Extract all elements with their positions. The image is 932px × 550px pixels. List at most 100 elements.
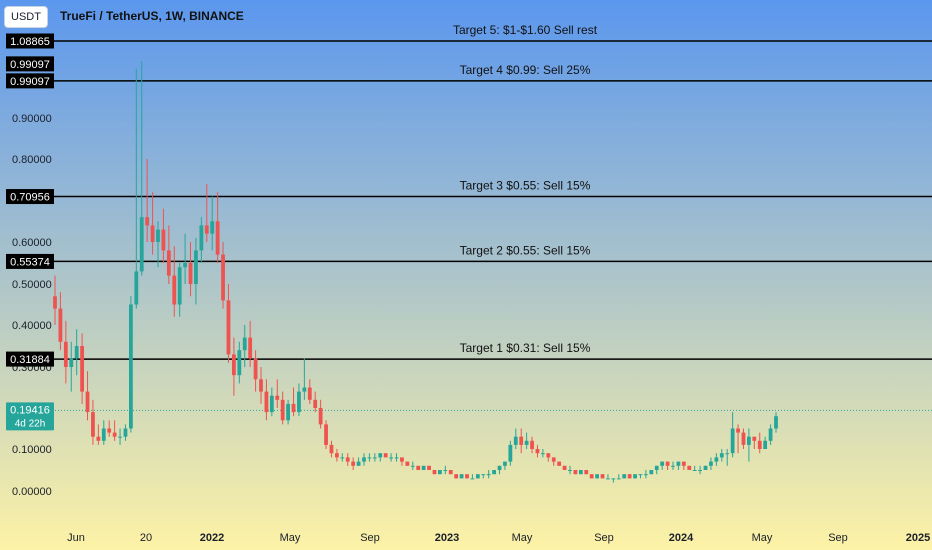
candle-body [194, 250, 198, 284]
y-tick-label: 0.90000 [12, 113, 52, 125]
candle-body [616, 478, 621, 480]
candle-body [383, 453, 388, 458]
candle-body [63, 341, 68, 367]
candle-body [58, 308, 63, 342]
candle-body [698, 470, 703, 471]
candle-body [421, 465, 426, 470]
candle-body [475, 474, 480, 479]
candle-body [334, 453, 339, 458]
target-annotation-2: Target 4 $0.99: Sell 25% [460, 63, 591, 77]
candle-body [573, 470, 578, 475]
candle-body [546, 453, 551, 458]
candle-body [459, 474, 464, 479]
candle-body [589, 474, 594, 479]
candle-body [389, 457, 394, 459]
candle-body [340, 457, 345, 459]
candle-body [231, 354, 236, 376]
candle-body [448, 470, 453, 475]
price-label-1 [6, 33, 54, 49]
candle-body [741, 432, 746, 445]
candle-body [269, 395, 274, 413]
candle-body [204, 225, 209, 234]
candle-body [161, 229, 166, 251]
chart-title: TrueFi / TetherUS, 1W, BINANCE [60, 9, 244, 23]
candle-body [248, 337, 253, 359]
candle-body [345, 457, 350, 462]
candle-body [313, 399, 318, 408]
current-price-text: 0.19416 [10, 404, 50, 416]
countdown-text: 4d 22h [15, 418, 46, 429]
y-tick-label: 0.00000 [12, 486, 52, 498]
candle-body [578, 470, 583, 475]
candle-body [725, 453, 730, 455]
candle-body [681, 461, 686, 466]
candle-body [454, 474, 459, 479]
x-tick-label: May [512, 532, 533, 544]
candle-body [74, 346, 79, 359]
candle-body [774, 416, 778, 429]
candle-body [253, 358, 258, 380]
candle-body [709, 461, 713, 466]
candle-body [302, 387, 307, 392]
candle-body [676, 461, 681, 466]
candle-body [557, 461, 562, 466]
candle-body [156, 229, 160, 242]
candle-body [145, 217, 150, 226]
y-tick-label: 0.60000 [12, 237, 52, 249]
candle-body [595, 474, 600, 479]
candle-body [91, 412, 95, 437]
x-tick-label: Jun [67, 532, 85, 544]
x-tick-label: 2023 [435, 532, 459, 544]
candle-body [551, 457, 556, 462]
price-label-4-text: 0.55374 [10, 256, 50, 268]
price-label-5 [6, 351, 54, 367]
candle-body [53, 296, 57, 309]
candle-body [85, 391, 90, 413]
candle-body [177, 267, 182, 305]
x-tick-label: 2025 [906, 532, 930, 544]
candle-body [692, 470, 697, 471]
candle-body [611, 478, 616, 480]
price-label-extra-text: 0.99097 [10, 59, 50, 71]
candle-body [432, 470, 437, 475]
y-tick-label: 0.40000 [12, 320, 52, 332]
candle-body [101, 428, 106, 441]
candle-body [638, 474, 643, 476]
candle-body [324, 424, 328, 445]
candle-body [210, 221, 215, 234]
candle-body [508, 444, 513, 462]
x-tick-label: 2024 [669, 532, 694, 544]
candle-body [318, 408, 323, 425]
candle-body [297, 391, 301, 413]
candle-body [649, 470, 654, 475]
candle-body [128, 304, 133, 429]
candle-body [513, 436, 518, 445]
candle-body [166, 250, 171, 276]
x-axis: Jun 20 2022 May Sep 2023 May Sep 2024 May Sep 2025 [67, 532, 930, 544]
candle-body [394, 457, 399, 459]
candle-body [703, 465, 708, 470]
candle-body [524, 440, 529, 445]
candle-body [654, 465, 659, 470]
candle-body [356, 461, 361, 466]
candle-body [199, 225, 204, 251]
target-annotation-4: Target 2 $0.55: Sell 15% [460, 243, 591, 257]
candle-body [481, 474, 486, 476]
candle-body [400, 457, 404, 462]
candle-body [562, 465, 567, 470]
candle-body [757, 440, 762, 449]
candle-body [763, 440, 768, 449]
price-label-2-text: 0.99097 [10, 76, 50, 88]
candle-body [622, 474, 627, 479]
candle-body [107, 428, 112, 433]
candle-body [535, 449, 540, 454]
candle-body [96, 436, 101, 441]
currency-selector-button[interactable]: USDT [4, 6, 48, 28]
y-tick-label: 0.50000 [12, 279, 52, 291]
price-lines-layer: Target 5: $1-$1.60 Sell rest Target 4 $0.… [52, 23, 932, 411]
candle-body [568, 470, 572, 471]
candle-body [503, 461, 507, 466]
candle-body [768, 428, 773, 441]
candle-body [736, 428, 740, 433]
